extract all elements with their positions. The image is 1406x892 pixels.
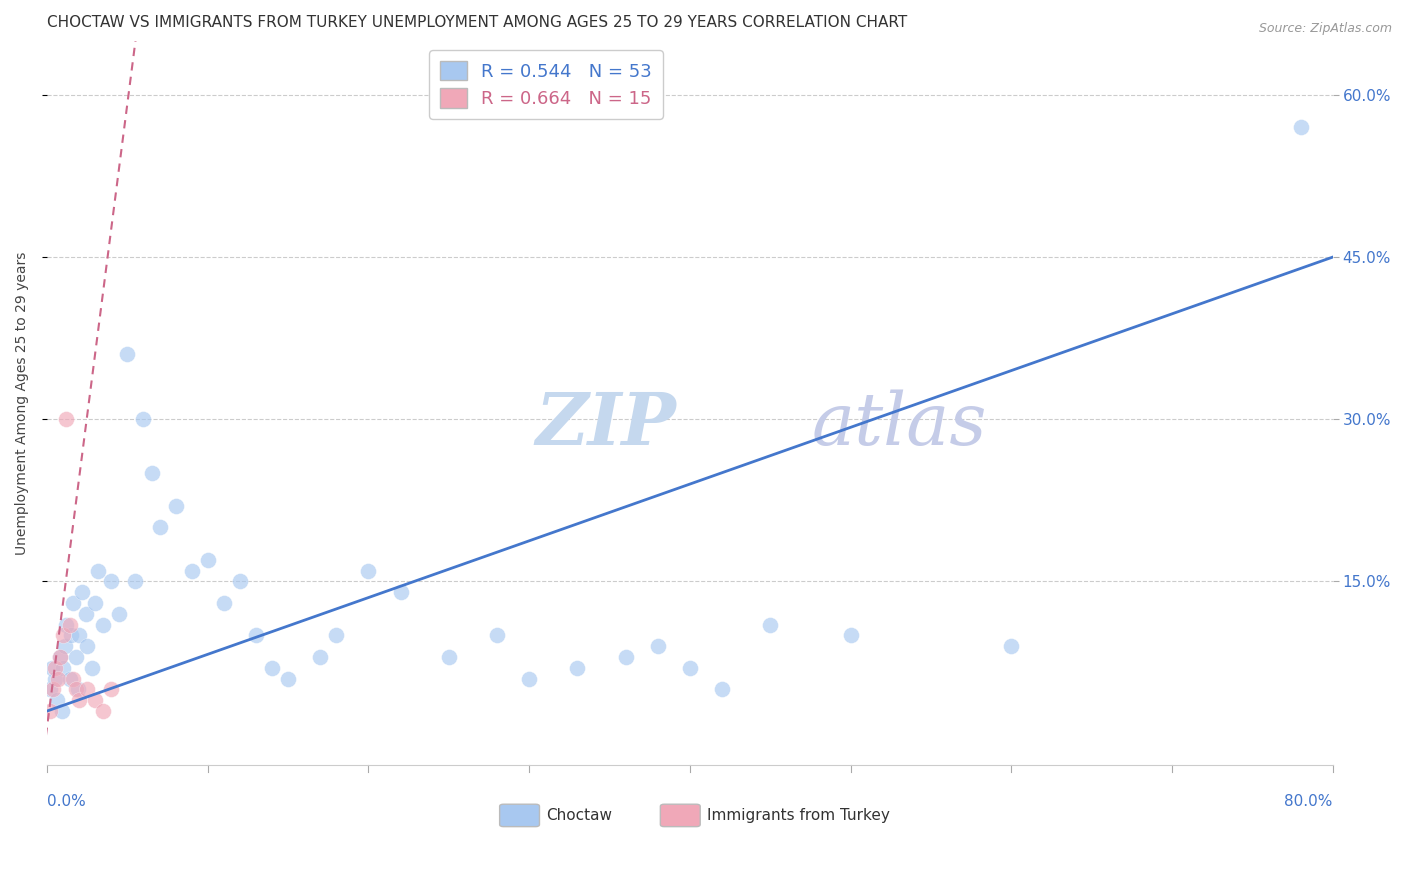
Point bbox=[39, 704, 62, 718]
Point bbox=[117, 347, 139, 361]
Point bbox=[759, 617, 782, 632]
Point bbox=[614, 650, 637, 665]
Point bbox=[55, 617, 77, 632]
Text: Immigrants from Turkey: Immigrants from Turkey bbox=[707, 807, 890, 822]
Point bbox=[49, 650, 72, 665]
Point bbox=[87, 564, 110, 578]
Point bbox=[67, 628, 90, 642]
Point bbox=[260, 661, 283, 675]
Point bbox=[132, 412, 155, 426]
Point bbox=[62, 596, 84, 610]
Point bbox=[148, 520, 170, 534]
Point bbox=[66, 682, 89, 697]
Point bbox=[41, 661, 63, 675]
Point bbox=[84, 596, 107, 610]
Point bbox=[357, 564, 380, 578]
Point bbox=[65, 682, 87, 697]
Point bbox=[39, 682, 62, 697]
Point bbox=[84, 693, 107, 707]
Point bbox=[711, 682, 734, 697]
Point bbox=[165, 499, 187, 513]
Text: 80.0%: 80.0% bbox=[1285, 794, 1333, 809]
Point bbox=[76, 682, 98, 697]
Point bbox=[277, 672, 299, 686]
Point bbox=[45, 693, 67, 707]
Point bbox=[58, 617, 80, 632]
Point bbox=[389, 585, 412, 599]
Point bbox=[212, 596, 235, 610]
Point bbox=[67, 693, 90, 707]
Point bbox=[91, 617, 114, 632]
Point bbox=[309, 650, 332, 665]
Text: Choctaw: Choctaw bbox=[546, 807, 612, 822]
Point bbox=[839, 628, 862, 642]
Point bbox=[567, 661, 589, 675]
Text: ZIP: ZIP bbox=[536, 389, 676, 460]
Text: 0.0%: 0.0% bbox=[46, 794, 86, 809]
Point bbox=[486, 628, 509, 642]
Point bbox=[49, 650, 72, 665]
Point bbox=[108, 607, 131, 621]
Point bbox=[75, 607, 97, 621]
Point bbox=[52, 661, 75, 675]
Legend: R = 0.544   N = 53, R = 0.664   N = 15: R = 0.544 N = 53, R = 0.664 N = 15 bbox=[429, 50, 662, 119]
Text: CHOCTAW VS IMMIGRANTS FROM TURKEY UNEMPLOYMENT AMONG AGES 25 TO 29 YEARS CORRELA: CHOCTAW VS IMMIGRANTS FROM TURKEY UNEMPL… bbox=[46, 15, 907, 30]
Point bbox=[1000, 639, 1022, 653]
Point bbox=[100, 574, 122, 589]
Point bbox=[437, 650, 460, 665]
Point bbox=[197, 552, 219, 566]
FancyBboxPatch shape bbox=[499, 805, 540, 827]
Point bbox=[141, 467, 163, 481]
Point bbox=[180, 564, 202, 578]
Point bbox=[46, 672, 69, 686]
Point bbox=[58, 672, 80, 686]
Point bbox=[65, 650, 87, 665]
Point bbox=[72, 585, 94, 599]
Point bbox=[51, 704, 73, 718]
FancyBboxPatch shape bbox=[661, 805, 700, 827]
Text: atlas: atlas bbox=[813, 390, 987, 460]
Point bbox=[44, 672, 66, 686]
Point bbox=[53, 639, 76, 653]
Point bbox=[325, 628, 347, 642]
Point bbox=[100, 682, 122, 697]
Point bbox=[229, 574, 252, 589]
Point bbox=[55, 412, 77, 426]
Point bbox=[245, 628, 267, 642]
Point bbox=[76, 639, 98, 653]
Point bbox=[91, 704, 114, 718]
Point bbox=[124, 574, 146, 589]
Text: Source: ZipAtlas.com: Source: ZipAtlas.com bbox=[1258, 22, 1392, 36]
Point bbox=[42, 682, 65, 697]
Point bbox=[517, 672, 540, 686]
Point bbox=[679, 661, 702, 675]
Point bbox=[647, 639, 669, 653]
Point bbox=[62, 672, 84, 686]
Point bbox=[80, 661, 103, 675]
Point bbox=[44, 661, 66, 675]
Point bbox=[1289, 120, 1312, 135]
Point bbox=[60, 628, 83, 642]
Point bbox=[52, 628, 75, 642]
Y-axis label: Unemployment Among Ages 25 to 29 years: Unemployment Among Ages 25 to 29 years bbox=[15, 252, 30, 555]
